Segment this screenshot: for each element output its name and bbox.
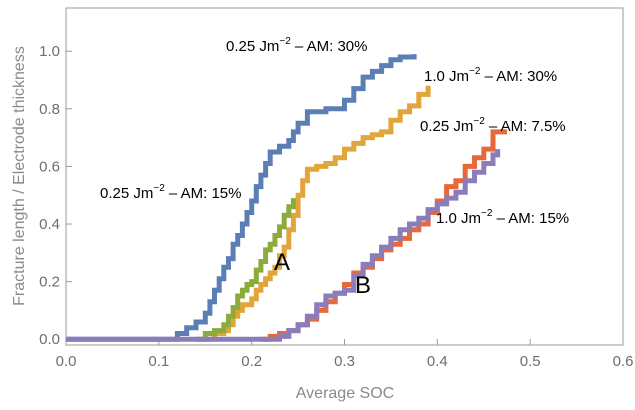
annotation-025-am75: 0.25 Jm−2 – AM: 7.5% xyxy=(420,116,566,135)
series-line-4 xyxy=(66,149,501,342)
x-tick-label: 0.1 xyxy=(148,353,169,370)
y-axis-ticks: 0.0 0.2 0.4 0.6 0.8 1.0 xyxy=(39,43,72,348)
x-tick-label: 0.4 xyxy=(427,353,448,370)
y-tick-label: 0.0 xyxy=(39,331,60,348)
annotation-10-am15: 1.0 Jm−2 – AM: 15% xyxy=(436,208,569,227)
y-tick-label: 0.4 xyxy=(39,216,60,233)
y-tick-label: 1.0 xyxy=(39,43,60,60)
y-axis-title: Fracture length / Electrode thickness xyxy=(11,46,28,306)
series-lines xyxy=(66,54,507,342)
x-axis-title: Average SOC xyxy=(296,385,394,402)
series-line-0 xyxy=(66,54,417,342)
y-tick-label: 0.2 xyxy=(39,274,60,291)
series-line-2 xyxy=(196,198,296,342)
marker-b: B xyxy=(355,272,371,299)
annotation-025-am30: 0.25 Jm−2 – AM: 30% xyxy=(226,36,367,55)
annotation-10-am30: 1.0 Jm−2 – AM: 30% xyxy=(424,66,557,85)
x-tick-label: 0.5 xyxy=(520,353,541,370)
x-tick-label: 0.0 xyxy=(56,353,77,370)
marker-a: A xyxy=(274,249,290,276)
x-axis-ticks: 0.0 0.1 0.2 0.3 0.4 0.5 0.6 xyxy=(56,339,634,370)
x-tick-label: 0.2 xyxy=(241,353,262,370)
y-tick-label: 0.6 xyxy=(39,158,60,175)
x-tick-label: 0.3 xyxy=(334,353,355,370)
x-tick-label: 0.6 xyxy=(613,353,634,370)
annotation-025-am15: 0.25 Jm−2 – AM: 15% xyxy=(100,183,241,202)
y-tick-label: 0.8 xyxy=(39,101,60,118)
series-line-1 xyxy=(196,85,431,342)
